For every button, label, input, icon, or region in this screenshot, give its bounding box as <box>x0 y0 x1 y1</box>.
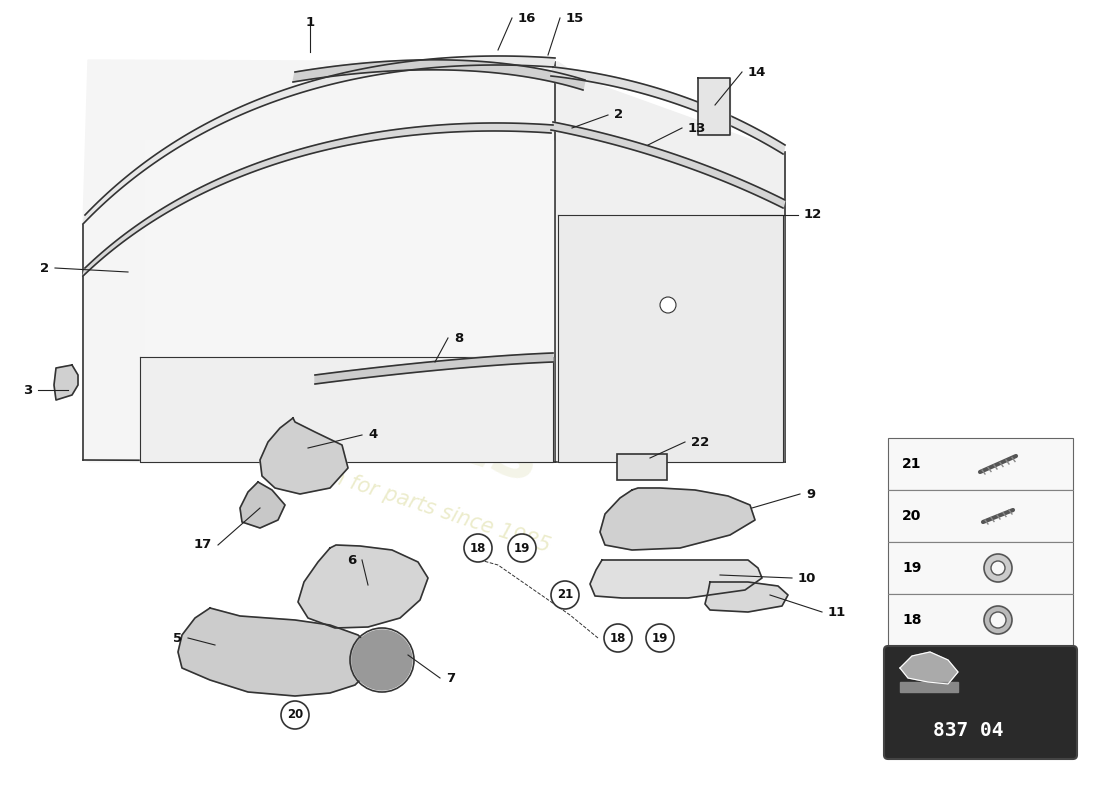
Polygon shape <box>298 545 428 628</box>
Text: 2: 2 <box>614 109 623 122</box>
Polygon shape <box>558 215 783 462</box>
Circle shape <box>280 701 309 729</box>
Text: euroParts: euroParts <box>130 300 550 500</box>
Text: 3: 3 <box>23 383 32 397</box>
Text: 7: 7 <box>446 671 455 685</box>
Polygon shape <box>698 78 730 135</box>
Text: 20: 20 <box>902 509 922 523</box>
Polygon shape <box>315 353 553 384</box>
Polygon shape <box>82 60 556 462</box>
Circle shape <box>352 630 412 690</box>
Polygon shape <box>82 56 556 224</box>
Text: 21: 21 <box>902 457 922 471</box>
Text: 5: 5 <box>173 631 182 645</box>
Polygon shape <box>82 123 553 276</box>
Circle shape <box>660 297 676 313</box>
Circle shape <box>508 534 536 562</box>
Text: 19: 19 <box>652 631 668 645</box>
Polygon shape <box>140 357 553 462</box>
Polygon shape <box>145 140 553 355</box>
Circle shape <box>464 534 492 562</box>
Polygon shape <box>551 122 785 208</box>
Text: 11: 11 <box>828 606 846 618</box>
Polygon shape <box>900 682 958 692</box>
Text: 17: 17 <box>194 538 212 551</box>
Circle shape <box>990 612 1006 628</box>
Polygon shape <box>600 488 755 550</box>
Text: 837 04: 837 04 <box>933 721 1003 739</box>
FancyBboxPatch shape <box>617 454 667 480</box>
Text: 20: 20 <box>287 709 304 722</box>
Text: 18: 18 <box>609 631 626 645</box>
Polygon shape <box>900 652 958 684</box>
Text: 13: 13 <box>688 122 706 134</box>
Text: 19: 19 <box>514 542 530 554</box>
Text: a passion for parts since 1985: a passion for parts since 1985 <box>248 440 553 556</box>
Polygon shape <box>551 67 785 154</box>
Text: 1: 1 <box>306 15 315 29</box>
Polygon shape <box>240 482 285 528</box>
Text: 8: 8 <box>454 331 463 345</box>
Bar <box>888 542 1072 594</box>
Text: 12: 12 <box>804 209 823 222</box>
Circle shape <box>604 624 632 652</box>
Circle shape <box>551 581 579 609</box>
Text: 21: 21 <box>557 589 573 602</box>
Polygon shape <box>54 365 78 400</box>
Text: 4: 4 <box>368 429 377 442</box>
Circle shape <box>646 624 674 652</box>
FancyBboxPatch shape <box>884 646 1077 759</box>
Text: 15: 15 <box>566 11 584 25</box>
Text: 14: 14 <box>748 66 767 78</box>
Circle shape <box>984 554 1012 582</box>
Bar <box>888 594 1072 646</box>
Bar <box>888 438 1072 490</box>
Polygon shape <box>556 62 785 462</box>
Polygon shape <box>590 560 762 598</box>
Circle shape <box>984 606 1012 634</box>
Text: 18: 18 <box>470 542 486 554</box>
Text: 22: 22 <box>691 435 710 449</box>
Polygon shape <box>705 582 788 612</box>
Circle shape <box>991 561 1005 575</box>
Bar <box>888 490 1072 542</box>
Text: 6: 6 <box>346 554 356 566</box>
Polygon shape <box>178 608 372 696</box>
Text: 18: 18 <box>902 613 922 627</box>
Text: 2: 2 <box>40 262 49 274</box>
Text: 19: 19 <box>902 561 922 575</box>
Text: 16: 16 <box>518 11 537 25</box>
Text: 9: 9 <box>806 487 815 501</box>
Text: 10: 10 <box>798 571 816 585</box>
Polygon shape <box>293 60 585 90</box>
Polygon shape <box>260 418 348 494</box>
